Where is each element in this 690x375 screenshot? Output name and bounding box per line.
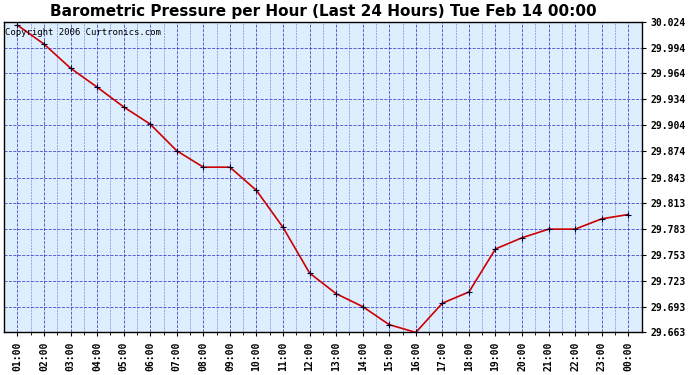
Title: Barometric Pressure per Hour (Last 24 Hours) Tue Feb 14 00:00: Barometric Pressure per Hour (Last 24 Ho… [50,4,596,19]
Text: Copyright 2006 Curtronics.com: Copyright 2006 Curtronics.com [6,28,161,37]
